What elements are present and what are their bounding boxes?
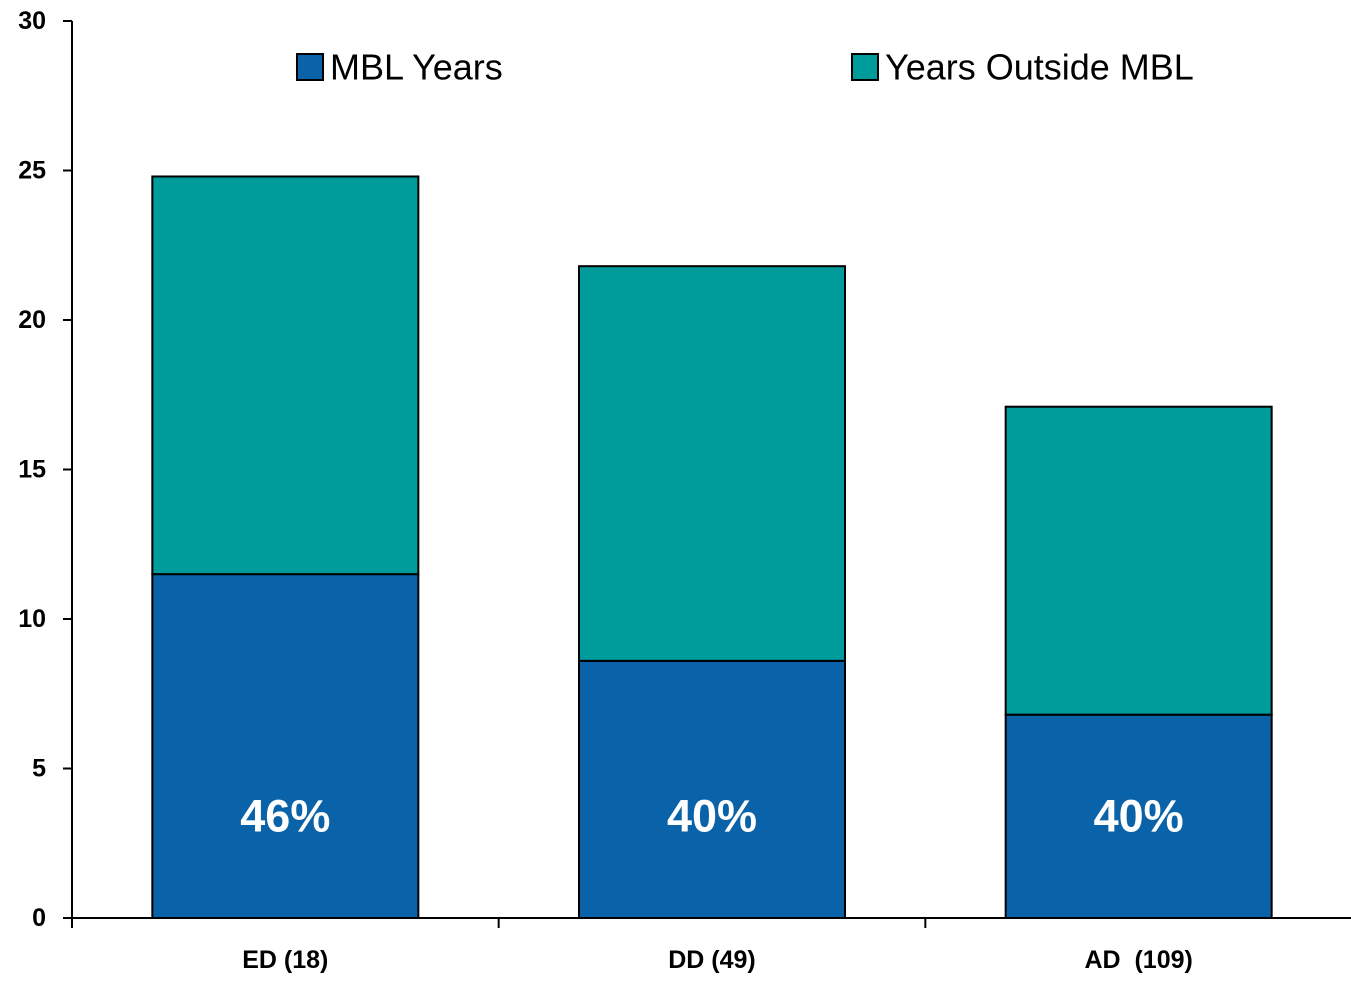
bar-percent-label: 40% [667,791,757,842]
legend: MBL Years Years Outside MBL [296,47,1194,88]
x-category-label: AD (109) [1084,946,1192,974]
y-ticks: 0 5 10 15 20 25 30 [18,7,72,932]
bar-segment-years-outside-mbl [1004,405,1273,716]
bar-percent-label: 40% [1094,791,1184,842]
y-tick-label: 0 [32,904,46,932]
bar-segment-mbl-years [1004,713,1273,919]
y-tick-label: 20 [18,306,46,334]
y-tick-label: 15 [18,456,46,484]
y-tick-label: 30 [18,7,46,35]
bar-segment-years-outside-mbl [151,175,420,576]
bar-percent-labels: 46% 40% 40% [240,791,1183,842]
legend-swatch [296,53,324,81]
bar-segment-mbl-years [578,659,846,919]
bar-segment-mbl-years [151,573,420,920]
legend-label: MBL Years [330,47,503,88]
legend-label: Years Outside MBL [885,47,1194,88]
y-tick-label: 10 [18,605,46,633]
legend-swatch [851,53,879,81]
bar-percent-label: 46% [240,791,330,842]
x-category-label: ED (18) [242,946,328,974]
y-tick-label: 5 [32,755,46,783]
x-ticks: ED (18) DD (49) AD (109) [71,918,1193,974]
x-category-label: DD (49) [668,946,756,974]
y-tick-label: 25 [18,157,46,185]
bars-layer [151,175,1273,920]
bar-segment-years-outside-mbl [578,265,846,662]
